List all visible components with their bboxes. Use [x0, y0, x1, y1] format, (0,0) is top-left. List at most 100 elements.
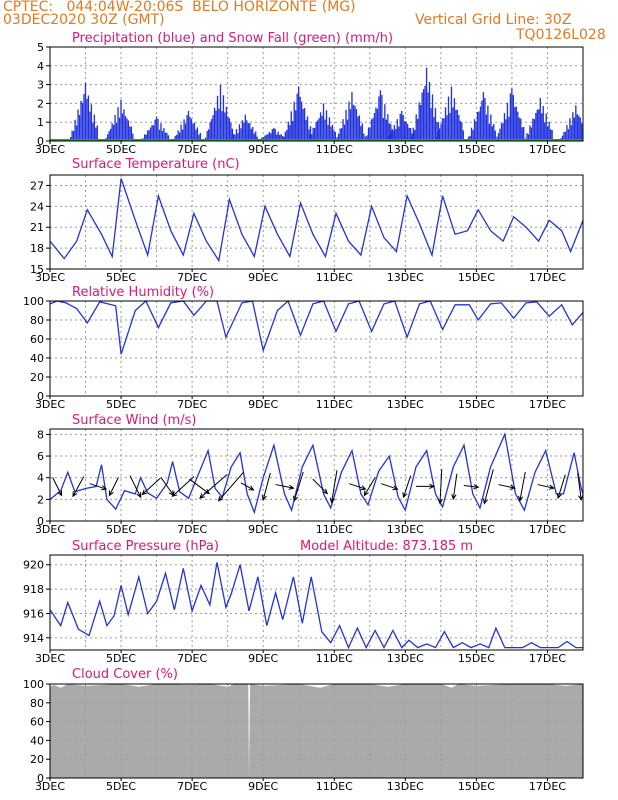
precip-bar: [92, 122, 94, 141]
wind-arrow: [199, 474, 228, 499]
x-tick-label: 15DEC: [458, 143, 495, 156]
precip-bar: [252, 126, 254, 141]
precip-bar: [312, 127, 314, 141]
precip-bar: [253, 133, 255, 141]
precip-bar: [80, 100, 82, 141]
precip-bar: [333, 129, 335, 141]
precip-bar: [157, 118, 159, 141]
y-tick-label: 918: [23, 583, 44, 596]
precip-bar: [547, 126, 549, 141]
x-tick-label: 13DEC: [387, 780, 424, 793]
wind-arrow: [108, 477, 119, 497]
precip-bar: [166, 132, 168, 141]
x-tick-label: 5DEC: [106, 652, 136, 665]
precip-bar: [462, 130, 464, 141]
precip-bar: [180, 124, 182, 141]
precip-bar: [506, 102, 509, 141]
precip-bar: [206, 131, 208, 141]
precip-bar: [256, 136, 258, 141]
wind-arrow: [415, 483, 436, 489]
wind-arrow: [129, 475, 142, 499]
precip-bar: [521, 127, 523, 141]
precip-bar: [282, 136, 284, 141]
wind-line: [49, 432, 584, 515]
x-tick-label: 11DEC: [316, 652, 353, 665]
y-tick-label: 0: [37, 390, 44, 403]
precip-bar: [283, 136, 285, 141]
precip-bar: [520, 118, 522, 141]
precip-bar: [385, 119, 387, 141]
precip-bar: [427, 92, 429, 141]
precip-bar: [195, 129, 197, 141]
precip-bar: [144, 134, 146, 141]
wind-arrow: [498, 484, 516, 490]
precip-bar: [225, 106, 228, 141]
wind-arrow: [275, 484, 295, 490]
precip-bar: [479, 106, 482, 141]
y-tick-label: 24: [30, 200, 44, 213]
precip-bar: [539, 97, 541, 141]
precip-bar: [461, 122, 463, 141]
precip-bar: [518, 117, 520, 141]
precip-bar: [440, 124, 442, 141]
precip-bar: [459, 120, 462, 141]
precip-bar: [230, 122, 232, 141]
precip-bar: [231, 128, 233, 141]
precip-title: Precipitation (blue) and Snow Fall (gree…: [72, 31, 393, 46]
x-tick-label: 7DEC: [177, 271, 207, 284]
precip-bar: [406, 123, 409, 141]
precip-bar: [343, 124, 346, 141]
precip-bar: [402, 114, 404, 141]
precip-bar: [569, 118, 571, 141]
precip-bar: [436, 122, 438, 141]
precip-bar: [367, 127, 370, 141]
precip-bar: [478, 111, 480, 141]
precip-bar: [523, 126, 525, 141]
wind-arrow: [293, 471, 304, 502]
precip-bar: [210, 119, 213, 141]
humidity-title: Relative Humidity (%): [72, 285, 214, 300]
x-tick-label: 7DEC: [177, 523, 207, 536]
x-tick-label: 3DEC: [35, 398, 65, 411]
wind-arrow: [89, 483, 108, 491]
precip-bar: [155, 116, 158, 141]
y-tick-label: 1: [37, 116, 44, 129]
wind-arrow: [363, 477, 376, 497]
header-date: 03DEC2020 30Z (GMT): [3, 12, 165, 28]
x-tick-label: 17DEC: [529, 271, 566, 284]
precip-bar: [573, 117, 576, 141]
x-tick-label: 17DEC: [529, 652, 566, 665]
precip-bar: [505, 119, 507, 141]
wind-arrow: [402, 475, 412, 499]
precip-bar: [154, 119, 156, 141]
x-tick-label: 9DEC: [248, 780, 278, 793]
humidity-frame: [49, 300, 584, 397]
precip-bar: [189, 116, 191, 141]
precip-bar: [339, 128, 341, 141]
precip-bar: [548, 121, 550, 141]
x-tick-label: 15DEC: [458, 780, 495, 793]
precip-bar: [296, 93, 298, 141]
temperature-title: Surface Temperature (nC): [72, 157, 240, 172]
pressure-frame: [49, 554, 584, 651]
precip-bar: [126, 118, 128, 141]
precip-bar: [280, 134, 282, 141]
precip-bar: [228, 118, 231, 141]
precip-bar: [396, 119, 398, 141]
precip-bar: [566, 124, 568, 141]
precip-bar: [484, 97, 486, 141]
precip-bar: [187, 110, 190, 141]
precip-bar: [71, 130, 73, 141]
precip-bar: [337, 133, 340, 141]
header-code: TQ0126L028: [516, 27, 606, 43]
precip-bar: [286, 129, 288, 141]
y-tick-label: 80: [30, 697, 44, 710]
precip-bar: [107, 134, 109, 141]
y-tick-label: 914: [23, 632, 44, 645]
precip-bar: [358, 115, 361, 141]
precip-bar: [196, 127, 199, 141]
precip-bar: [175, 134, 178, 141]
precip-bar: [349, 109, 352, 141]
precip-bar: [215, 110, 217, 141]
precip-bar: [354, 105, 356, 141]
